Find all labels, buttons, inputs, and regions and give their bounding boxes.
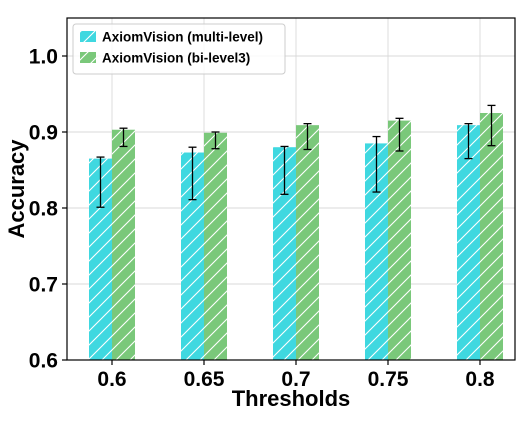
bar-hatch — [457, 125, 480, 360]
y-axis-ticks: 0.6 0.7 0.8 0.9 1.0 — [29, 46, 67, 373]
legend-swatch-hatch — [80, 31, 96, 42]
y-axis-label: Accuracy — [4, 139, 29, 239]
plot-frame — [66, 17, 516, 361]
bar-hatch — [89, 158, 112, 360]
x-tick-label: 0.7 — [281, 368, 310, 391]
legend-swatch-hatch — [80, 52, 96, 63]
legend-label-2: AxiomVision (bi-level3) — [102, 51, 250, 66]
x-tick-label: 0.65 — [184, 368, 225, 391]
bar-hatch — [480, 113, 503, 360]
y-tick-label: 0.8 — [29, 198, 59, 221]
bar-hatch — [296, 125, 319, 360]
bar-hatch — [112, 129, 135, 360]
bars-group — [89, 113, 503, 360]
legend-label-1: AxiomVision (multi-level) — [102, 30, 263, 45]
y-tick-label: 0.9 — [29, 122, 58, 145]
legend: AxiomVision (multi-level) AxiomVision (bi… — [72, 23, 286, 75]
x-axis-ticks: 0.6 0.65 0.7 0.75 0.8 — [97, 360, 495, 391]
bar-hatch — [273, 147, 296, 360]
bar-hatch — [365, 143, 388, 360]
x-axis-label: Thresholds — [232, 386, 351, 411]
error-bars-group — [96, 104, 496, 208]
x-tick-label: 0.6 — [97, 368, 126, 391]
y-tick-label: 0.7 — [29, 274, 58, 297]
x-tick-label: 0.8 — [465, 368, 495, 391]
x-tick-label: 0.75 — [368, 368, 409, 391]
y-tick-label: 0.6 — [29, 350, 58, 373]
y-tick-label: 1.0 — [29, 46, 58, 69]
bar-hatch — [204, 132, 227, 360]
legend-box — [72, 23, 286, 75]
bar-hatch — [181, 152, 204, 360]
bar-hatch — [388, 120, 411, 360]
